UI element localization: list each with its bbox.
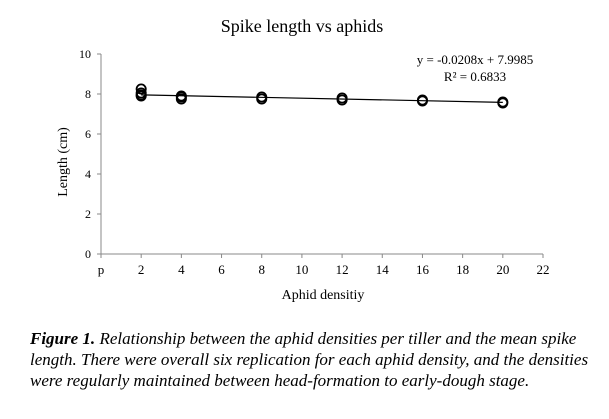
data-point <box>175 93 187 105</box>
x-tick-label: 14 <box>376 262 390 277</box>
x-tick-label: 18 <box>456 262 469 277</box>
x-tick-label: 8 <box>258 262 265 277</box>
data-point <box>497 97 509 109</box>
x-tick-label: p <box>98 262 105 277</box>
trendline-group <box>141 94 503 103</box>
x-tick-label: 20 <box>496 262 509 277</box>
x-tick-label: 22 <box>537 262 550 277</box>
y-axis-label: Length (cm) <box>56 127 71 197</box>
y-tick-label: 6 <box>85 127 91 141</box>
data-point <box>416 95 428 107</box>
y-tick-label: 2 <box>85 207 91 221</box>
data-point <box>256 93 268 105</box>
x-tick-label: 2 <box>138 262 145 277</box>
x-tick-label: 10 <box>295 262 308 277</box>
chart-title: Spike length vs aphids <box>221 16 384 36</box>
r-squared-label: R² = 0.6833 <box>444 69 506 84</box>
x-tick-label: 4 <box>178 262 185 277</box>
data-point <box>135 90 147 102</box>
figure-label: Figure 1. <box>30 329 96 348</box>
y-tick-label: 4 <box>85 167 91 181</box>
trendline <box>141 94 503 103</box>
data-point <box>336 94 348 106</box>
x-axis-label: Aphid densitiy <box>282 288 365 303</box>
caption-text: Relationship between the aphid densities… <box>30 329 589 390</box>
x-tick-label: 16 <box>416 262 430 277</box>
x-tick-label: 6 <box>218 262 225 277</box>
trendline-equation: y = -0.0208x + 7.9985 <box>417 52 534 67</box>
data-point <box>135 83 147 95</box>
scatter-chart: Spike length vs aphids 0 2 4 6 8 10 p 2 4 6 8 10 12 1… <box>56 16 550 303</box>
y-tick-label: 0 <box>85 247 91 261</box>
axes: 0 2 4 6 8 10 p 2 4 6 8 10 12 14 16 18 20 22 <box>79 47 550 277</box>
y-tick-label: 8 <box>85 87 91 101</box>
data-points <box>135 83 509 109</box>
x-tick-label: 12 <box>336 262 349 277</box>
y-tick-label: 10 <box>79 47 91 61</box>
figure-caption: Figure 1. Relationship between the aphid… <box>30 328 590 391</box>
